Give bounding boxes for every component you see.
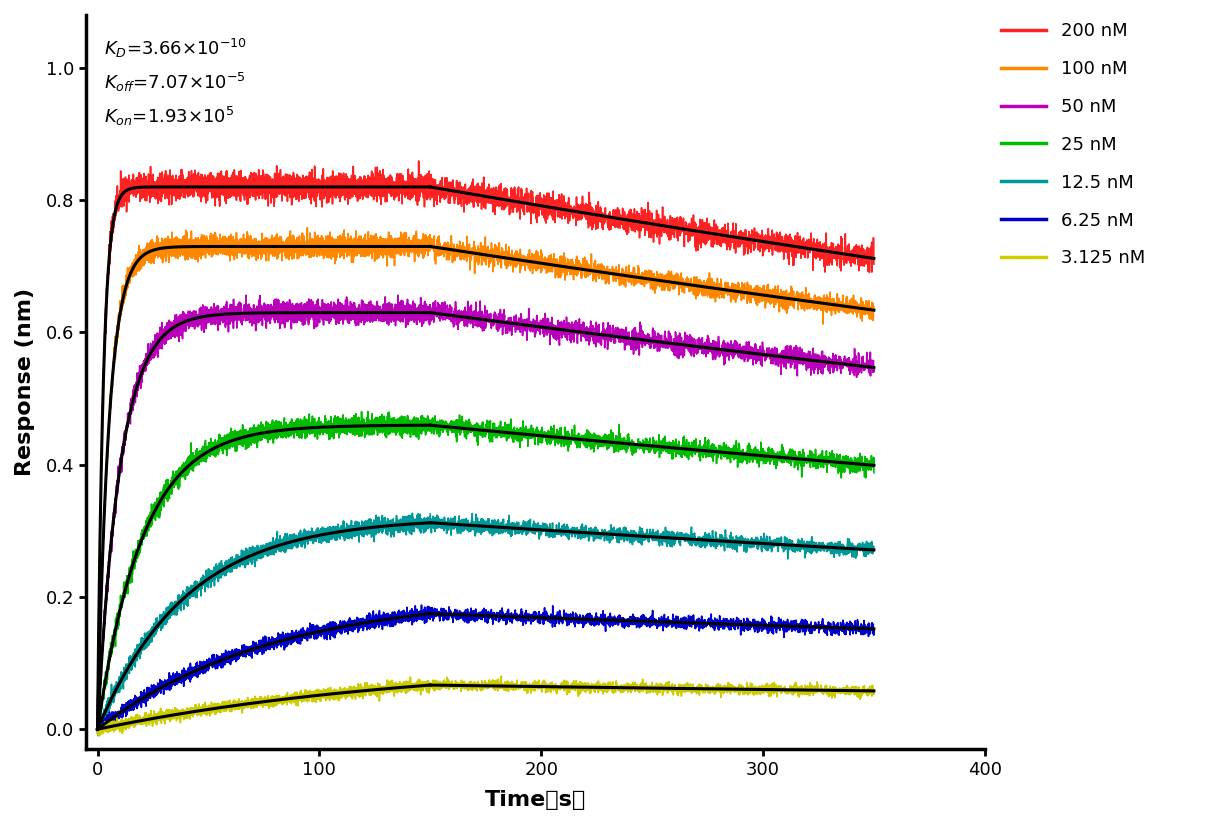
Text: $K_D$=3.66×10$^{-10}$
$K_{off}$=7.07×10$^{-5}$
$K_{on}$=1.93×10$^5$: $K_D$=3.66×10$^{-10}$ $K_{off}$=7.07×10$… xyxy=(105,37,247,128)
Y-axis label: Response (nm): Response (nm) xyxy=(15,288,34,476)
Legend: 200 nM, 100 nM, 50 nM, 25 nM, 12.5 nM, 6.25 nM, 3.125 nM: 200 nM, 100 nM, 50 nM, 25 nM, 12.5 nM, 6… xyxy=(993,15,1152,275)
X-axis label: Time（s）: Time（s） xyxy=(485,790,586,810)
